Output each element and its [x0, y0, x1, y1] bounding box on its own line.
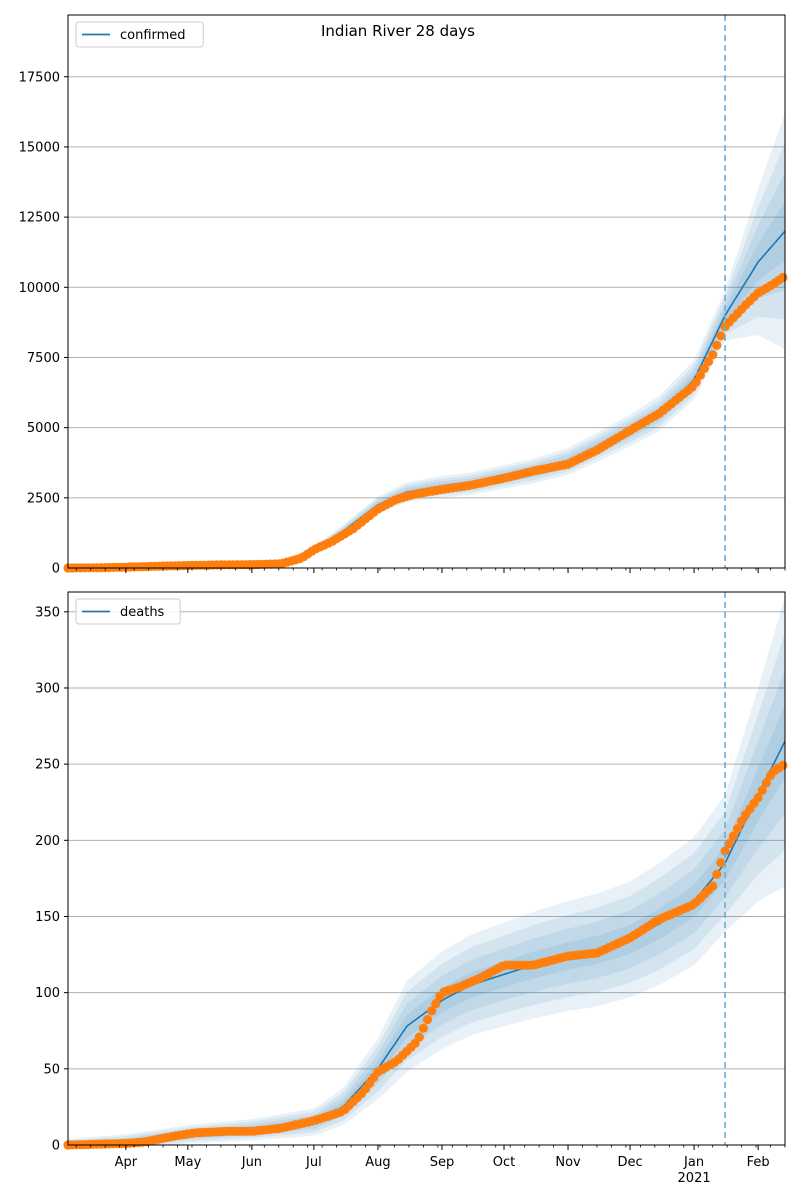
data-point	[703, 356, 714, 367]
data-point	[757, 785, 767, 795]
uncertainty-band-2	[68, 142, 785, 568]
y-tick-label: 15000	[19, 140, 60, 155]
data-point	[732, 824, 743, 834]
y-tick-label: 100	[35, 986, 60, 1001]
y-tick-label: 0	[52, 1139, 60, 1154]
legend-label: confirmed	[120, 28, 186, 43]
x-tick-label: Apr	[115, 1155, 138, 1170]
legend-box	[75, 598, 181, 625]
legend-label: deaths	[120, 605, 165, 620]
data-point	[691, 377, 701, 387]
y-tick-label: 17500	[19, 70, 60, 85]
uncertainty-band-1	[68, 113, 785, 568]
data-point	[716, 858, 726, 868]
data-point	[761, 778, 772, 788]
data-point	[418, 1023, 428, 1033]
legend: deaths	[75, 598, 181, 625]
y-tick-label: 350	[35, 605, 60, 620]
y-tick-label: 200	[35, 834, 60, 849]
x-tick-label: Nov	[555, 1155, 581, 1170]
data-point	[737, 816, 747, 826]
y-tick-label: 5000	[27, 421, 60, 436]
chart-panel-1: 0 2500 5000 7500 10000 12500 15000 17500 confirm…	[19, 14, 788, 577]
data-point	[778, 272, 788, 283]
data-point	[720, 846, 730, 856]
y-tick-label: 150	[35, 910, 60, 925]
x-tick-label: Jun	[241, 1155, 262, 1170]
y-tick-label: 12500	[19, 211, 60, 226]
uncertainty-band-3	[68, 172, 785, 568]
data-point	[431, 999, 441, 1009]
data-point	[708, 350, 718, 360]
y-tick-label: 300	[35, 681, 60, 696]
chart-panel-2: 0 50 100 150 200 250 300 350 deaths Apr May Jun Jul A…	[35, 591, 788, 1186]
data-point	[427, 1006, 437, 1016]
x-tick-label: Feb	[747, 1155, 770, 1170]
observed-points	[63, 760, 788, 1150]
legend: confirmed	[75, 21, 204, 48]
data-point	[712, 340, 722, 350]
axes-frame	[67, 14, 786, 569]
data-point	[708, 881, 718, 891]
x-tick-label: Aug	[365, 1155, 390, 1170]
x-tick-label: Oct	[493, 1155, 515, 1170]
x-tick-label: Sep	[430, 1155, 455, 1170]
y-tick-label: 0	[52, 562, 60, 577]
data-point	[422, 1015, 433, 1025]
chart-title: Indian River 28 days	[321, 22, 475, 40]
uncertainty-band-1	[68, 596, 785, 1145]
x-year-label: 2021	[678, 1171, 711, 1186]
data-point	[716, 331, 726, 341]
uncertainty-band-4	[68, 705, 785, 1145]
data-point	[753, 793, 763, 803]
y-tick-label: 10000	[19, 281, 60, 296]
observed-points	[63, 272, 788, 573]
x-tick-label: Jul	[305, 1155, 322, 1170]
x-tick-label: May	[174, 1155, 201, 1170]
uncertainty-band-2	[68, 632, 785, 1145]
x-tick-label: Dec	[617, 1155, 642, 1170]
data-point	[728, 831, 738, 841]
axes-frame	[67, 591, 786, 1146]
y-tick-label: 2500	[27, 491, 60, 506]
y-tick-label: 250	[35, 758, 60, 773]
data-point	[778, 760, 788, 771]
data-point	[695, 370, 705, 380]
uncertainty-band-3	[68, 668, 785, 1145]
y-tick-label: 7500	[27, 351, 60, 366]
data-point	[724, 838, 734, 849]
x-tick-label: Jan	[683, 1155, 704, 1170]
legend-box	[75, 21, 204, 48]
data-point	[414, 1032, 424, 1042]
y-tick-label: 50	[43, 1062, 60, 1077]
data-point	[712, 869, 722, 879]
data-point	[699, 363, 710, 373]
